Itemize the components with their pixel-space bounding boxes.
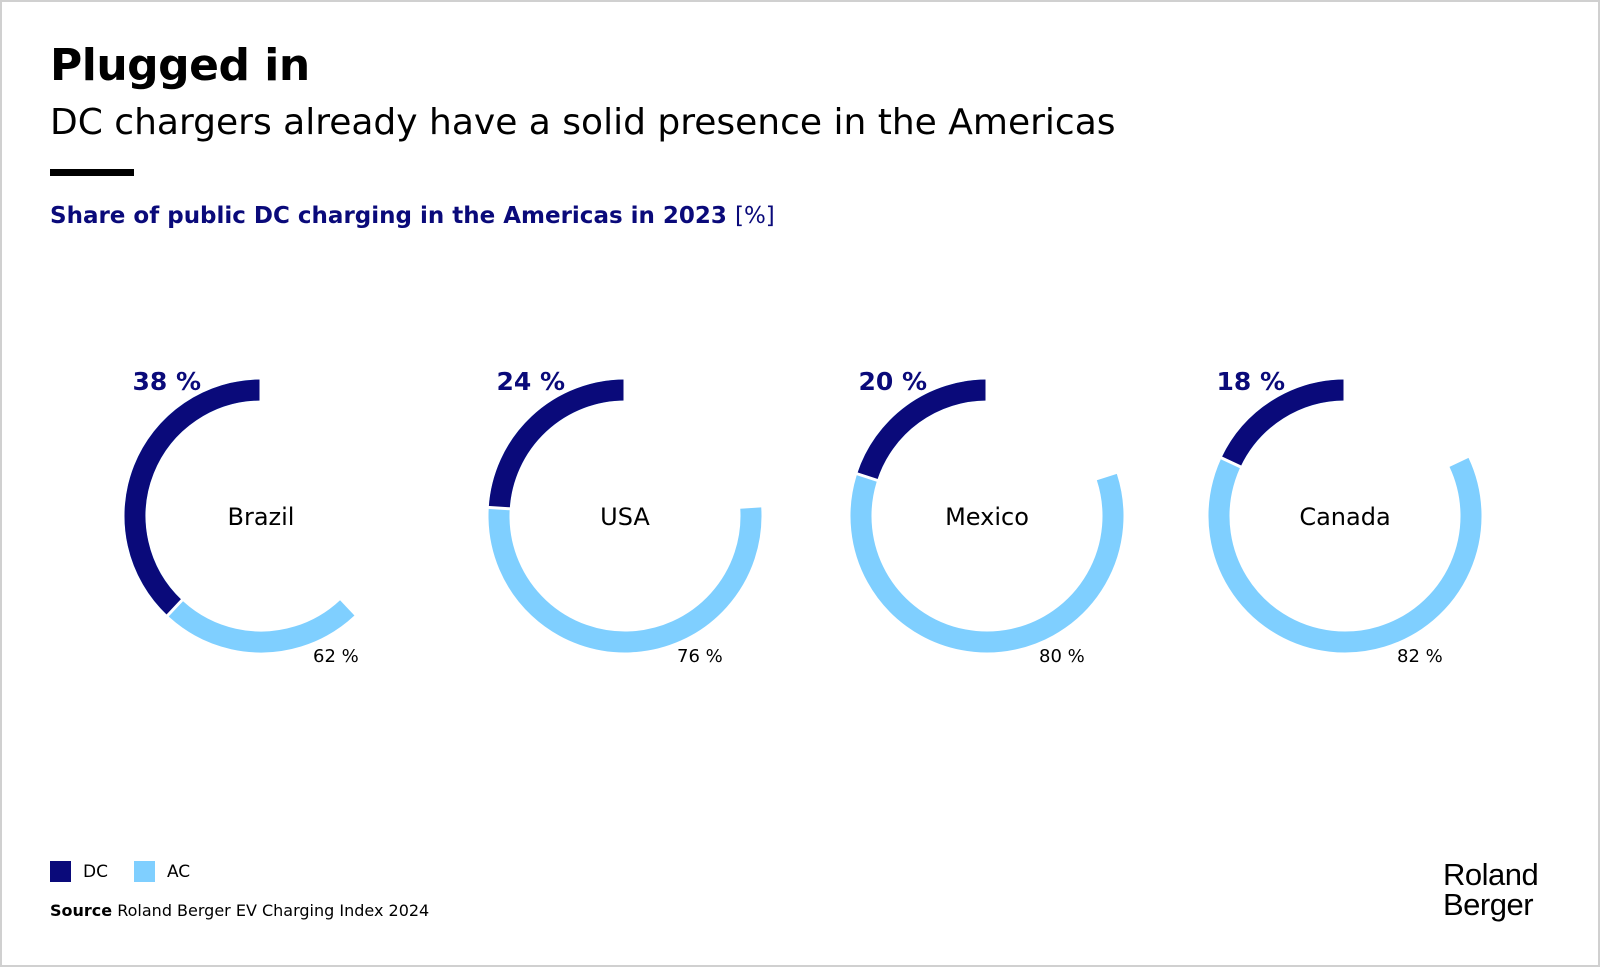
legend-label-ac: AC: [166, 861, 191, 882]
source-text: Roland Berger EV Charging Index 2024: [117, 901, 430, 920]
category-label-mexico: Mexico: [945, 503, 1029, 531]
legend-swatch-dc: [50, 861, 71, 882]
slice-separator: [487, 505, 511, 511]
slice-separator: [165, 598, 184, 618]
dc-value-label-usa: 24 %: [496, 367, 565, 396]
donut-brazil: Brazil 38 % 62 %: [124, 367, 359, 667]
legend-label-dc: DC: [83, 861, 108, 882]
source-note: Source Roland Berger EV Charging Index 2…: [50, 901, 429, 920]
donut-canada: Canada 18 % 82 %: [1208, 367, 1482, 667]
source-label: Source: [50, 901, 113, 920]
logo-line-2: Berger: [1443, 887, 1534, 922]
category-label-usa: USA: [600, 503, 650, 531]
legend-swatch-ac: [133, 861, 155, 882]
category-label-brazil: Brazil: [228, 503, 295, 531]
chart-title-unit: [%]: [734, 203, 775, 229]
title-rule: [50, 169, 134, 176]
dc-value-label-mexico: 20 %: [858, 367, 927, 396]
page-title: Plugged in: [50, 40, 310, 91]
dc-slice-mexico: [857, 379, 988, 481]
page-subtitle: DC chargers already have a solid presenc…: [50, 102, 1116, 143]
slice-separator: [1219, 456, 1243, 469]
slice-separator: [855, 472, 879, 483]
category-label-canada: Canada: [1299, 503, 1390, 531]
logo-line-1: Roland: [1443, 857, 1539, 892]
chart-title: Share of public DC charging in the Ameri…: [50, 203, 775, 229]
ac-value-label-brazil: 62 %: [313, 646, 359, 667]
ac-value-label-canada: 82 %: [1397, 646, 1443, 667]
dc-slice-canada: [1221, 379, 1346, 468]
ac-value-label-mexico: 80 %: [1039, 646, 1085, 667]
dc-slice-brazil: [124, 379, 262, 616]
roland-berger-logo: Roland Berger: [1443, 857, 1539, 922]
donut-usa: USA 24 % 76 %: [487, 367, 762, 667]
chart-title-text: Share of public DC charging in the Ameri…: [50, 203, 727, 229]
dc-value-label-canada: 18 %: [1216, 367, 1285, 396]
ac-value-label-usa: 76 %: [677, 646, 723, 667]
legend: DC AC: [50, 861, 216, 882]
legend-item-dc: DC: [50, 861, 108, 882]
dc-value-label-brazil: 38 %: [132, 367, 201, 396]
legend-item-ac: AC: [133, 861, 191, 882]
donut-mexico: Mexico 20 % 80 %: [850, 367, 1124, 667]
dc-slice-usa: [488, 379, 626, 509]
